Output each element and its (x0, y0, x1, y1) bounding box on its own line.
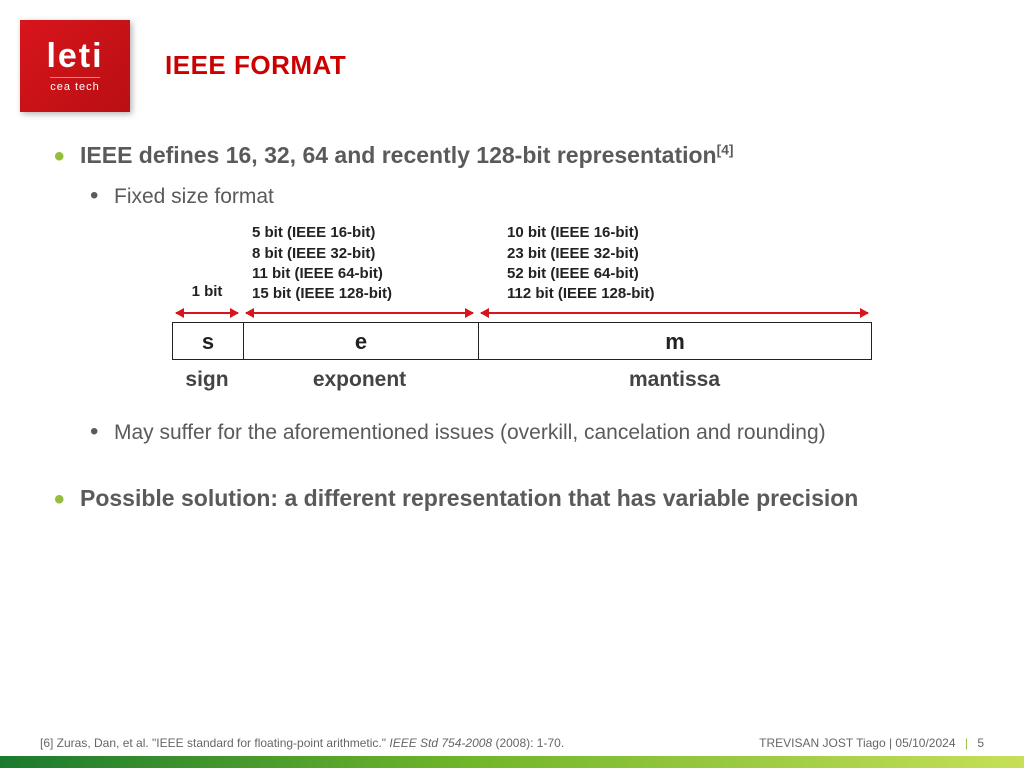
annot-m-16: 10 bit (IEEE 16-bit) (507, 223, 872, 243)
annot-m-128: 112 bit (IEEE 128-bit) (507, 284, 872, 304)
footer-page-number: 5 (977, 736, 984, 750)
diagram-labels: sign exponent mantissa (172, 366, 872, 394)
label-exponent: exponent (242, 366, 477, 394)
bullet-ieee-defines: IEEE defines 16, 32, 64 and recently 128… (50, 140, 974, 447)
bullet-ieee-text: IEEE defines 16, 32, 64 and recently 128… (80, 142, 717, 168)
ieee-format-diagram: 1 bit 5 bit (IEEE 16-bit) 8 bit (IEEE 32… (172, 223, 872, 394)
annot-e-32: 8 bit (IEEE 32-bit) (252, 244, 477, 264)
field-mantissa: m (478, 323, 871, 359)
bullet-solution: Possible solution: a different represent… (50, 483, 974, 514)
footer-ref-prefix: [6] Zuras, Dan, et al. "IEEE standard fo… (40, 736, 389, 750)
arrow-sign (176, 312, 238, 314)
logo: leti cea tech (20, 20, 130, 112)
annot-e-16: 5 bit (IEEE 16-bit) (252, 223, 477, 243)
slide-content: IEEE defines 16, 32, 64 and recently 128… (50, 140, 974, 542)
annot-m-32: 23 bit (IEEE 32-bit) (507, 244, 872, 264)
subbullet-issues: May suffer for the aforementioned issues… (80, 419, 974, 447)
arrow-mantissa (481, 312, 868, 314)
footer-ref-suffix: (2008): 1-70. (492, 736, 564, 750)
annot-sign-bits: 1 bit (172, 223, 242, 304)
logo-main-text: leti (46, 39, 103, 73)
footer-separator: | (965, 736, 968, 750)
annot-mantissa-bits: 10 bit (IEEE 16-bit) 23 bit (IEEE 32-bit… (477, 223, 872, 304)
bullet-ieee-citation: [4] (717, 142, 734, 157)
annot-e-128: 15 bit (IEEE 128-bit) (252, 284, 477, 304)
label-mantissa: mantissa (477, 366, 872, 394)
subbullet-fixed-size: Fixed size format (80, 183, 974, 211)
footer: [6] Zuras, Dan, et al. "IEEE standard fo… (40, 736, 984, 750)
field-exponent: e (243, 323, 478, 359)
footer-author-date: TREVISAN JOST Tiago | 05/10/2024 (759, 736, 955, 750)
footer-meta: TREVISAN JOST Tiago | 05/10/2024 | 5 (759, 736, 984, 750)
annot-exponent-bits: 5 bit (IEEE 16-bit) 8 bit (IEEE 32-bit) … (242, 223, 477, 304)
slide-title: IEEE FORMAT (165, 50, 346, 81)
footer-reference: [6] Zuras, Dan, et al. "IEEE standard fo… (40, 736, 564, 750)
diagram-annotations: 1 bit 5 bit (IEEE 16-bit) 8 bit (IEEE 32… (172, 223, 872, 304)
arrow-exponent (246, 312, 473, 314)
annot-e-64: 11 bit (IEEE 64-bit) (252, 264, 477, 284)
diagram-fields: s e m (172, 322, 872, 360)
footer-ref-italic: IEEE Std 754-2008 (389, 736, 492, 750)
label-sign: sign (172, 366, 242, 394)
footer-accent-bar (0, 756, 1024, 768)
annot-m-64: 52 bit (IEEE 64-bit) (507, 264, 872, 284)
field-sign: s (173, 323, 243, 359)
logo-sub-text: cea tech (50, 77, 100, 93)
diagram-arrows (172, 306, 872, 322)
